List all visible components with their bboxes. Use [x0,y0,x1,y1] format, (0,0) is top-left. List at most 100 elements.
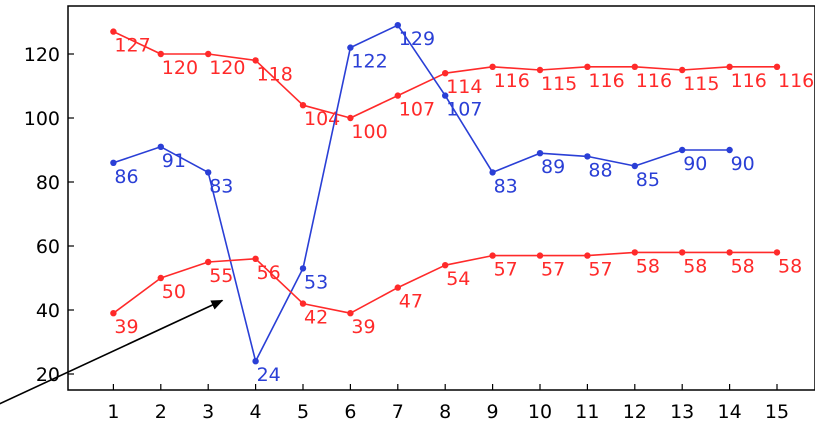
data-label: 116 [731,70,767,92]
data-point [536,252,544,259]
x-tick-label: 3 [202,401,214,423]
data-point [157,50,164,58]
data-point [726,249,733,256]
data-label: 91 [162,150,186,172]
data-label: 118 [257,63,293,85]
x-tick-label: 2 [155,401,167,423]
data-label: 83 [494,175,518,197]
data-point [252,255,259,262]
y-tick-label: 120 [24,44,60,66]
data-point [110,310,117,317]
data-label: 83 [209,175,233,197]
data-point [773,63,781,70]
data-label: 24 [257,364,281,386]
data-point [726,63,733,70]
data-label: 129 [399,28,435,50]
x-tick-label: 4 [250,401,262,423]
data-point [489,63,496,70]
data-point [631,249,638,256]
data-label: 57 [541,259,565,281]
annotation-layer [0,299,224,405]
data-point [442,70,449,77]
data-point [584,153,591,160]
data-point [536,66,544,74]
y-tick-label: 40 [36,300,60,322]
data-label: 55 [209,265,233,287]
data-point [110,28,117,35]
data-label: 58 [683,255,707,277]
data-point [394,22,401,29]
data-label: 90 [731,153,755,175]
x-tick-label: 9 [487,401,499,423]
data-point [157,274,164,282]
annotation-arrow [0,299,224,405]
data-label: 57 [588,259,612,281]
data-label: 116 [778,70,814,92]
x-tick-label: 7 [392,401,404,423]
x-tick-label: 8 [439,401,451,423]
data-point [205,258,212,266]
data-label: 107 [399,99,435,121]
y-tick-label: 60 [36,236,60,258]
x-tick-label: 12 [623,401,647,423]
series-2: 86 91 83 24 53 122 129 107 83 89 88 85 90 90 [110,22,755,386]
y-tick-label: 80 [36,172,60,194]
data-label: 90 [683,153,707,175]
data-label: 100 [351,121,387,143]
x-tick-label: 5 [297,401,309,423]
series-line [113,24,730,363]
data-label: 39 [114,316,138,338]
data-label: 50 [162,281,186,303]
data-label: 58 [731,255,755,277]
data-label: 42 [304,307,328,329]
y-tick-label: 20 [36,364,60,386]
data-point [299,102,307,109]
y-axis: 20 40 60 80 100 120 [24,44,74,386]
data-point [773,249,781,256]
x-tick-label: 1 [107,401,119,423]
data-point [679,146,686,154]
x-tick-label: 11 [575,401,599,423]
data-label: 114 [446,76,482,98]
data-label: 115 [541,73,577,95]
data-point [252,358,259,365]
x-tick-label: 13 [670,401,694,423]
data-label: 53 [304,271,328,293]
data-point [252,57,259,64]
data-point [442,92,449,99]
data-label: 58 [778,255,802,277]
data-label: 104 [304,108,340,130]
x-tick-label: 15 [765,401,789,423]
data-point [631,162,638,170]
data-point [584,252,591,259]
data-label: 54 [446,268,470,290]
data-point [299,300,307,307]
data-label: 120 [162,57,198,79]
data-point [347,310,354,317]
data-point [347,114,354,122]
data-point [394,284,401,291]
data-label: 116 [636,70,672,92]
series-1: 127 120 120 118 104 100 107 114 116 115 116 116 115 1… [110,28,814,143]
data-label: 47 [399,291,423,313]
data-label: 88 [588,159,612,181]
data-label: 86 [114,166,138,188]
data-point [110,159,117,166]
data-label: 120 [209,57,245,79]
data-label: 57 [494,259,518,281]
data-point [631,63,638,70]
data-point [489,169,496,176]
data-point [442,262,449,269]
data-label: 58 [636,255,660,277]
data-point [299,265,307,272]
series-layer: 127 120 120 118 104 100 107 114 116 115 116 116 115 1… [110,22,814,386]
data-point [536,150,544,157]
data-label: 122 [351,51,387,73]
data-label: 115 [683,73,719,95]
data-point [157,143,164,150]
data-point [679,66,686,74]
data-label: 127 [114,35,150,57]
data-label: 39 [351,316,375,338]
data-point [347,44,354,51]
